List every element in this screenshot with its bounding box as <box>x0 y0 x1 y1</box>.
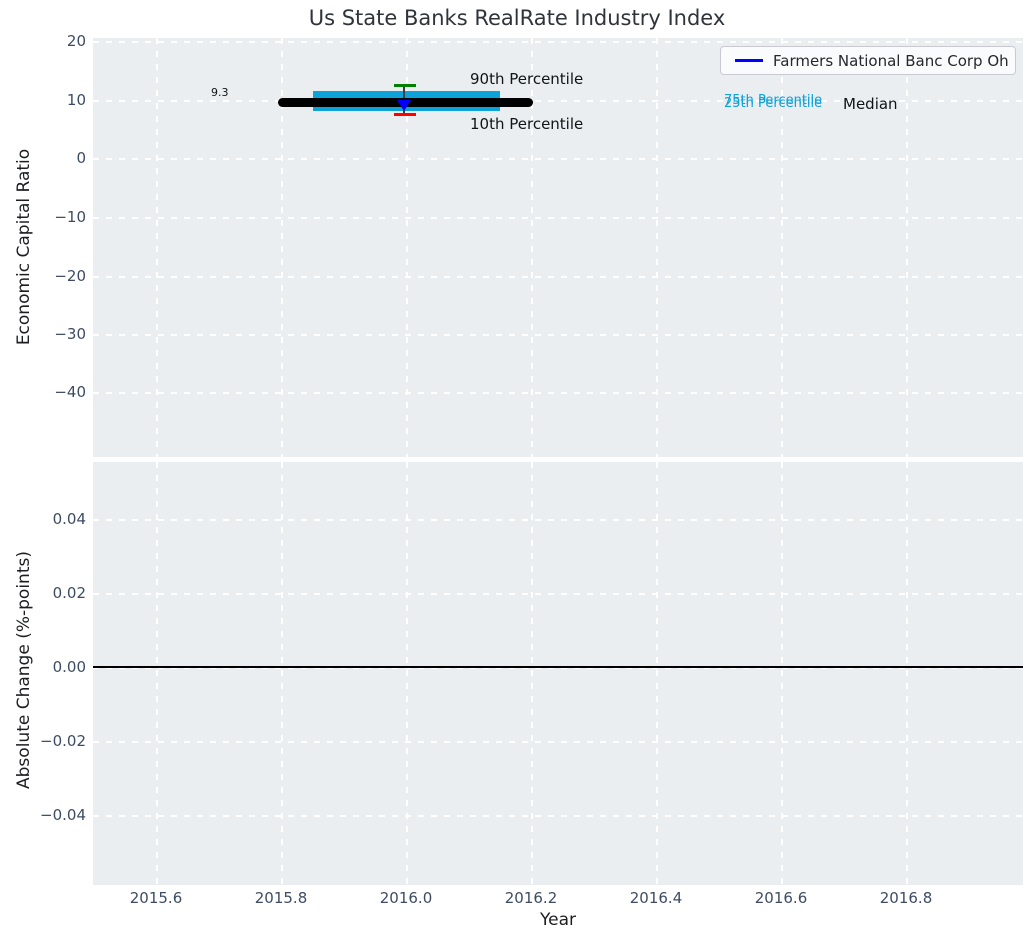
company-triangle-down-marker <box>397 100 411 111</box>
gridline <box>156 38 158 457</box>
xtick-label: 2016.0 <box>379 889 433 907</box>
chart-title: Us State Banks RealRate Industry Index <box>308 6 726 30</box>
gridline <box>93 519 1023 521</box>
p10-cap <box>394 113 416 116</box>
bottom-plot-area <box>93 462 1023 885</box>
ytick-label: −0.02 <box>40 732 86 750</box>
gridline <box>281 462 283 885</box>
gridline <box>281 38 283 457</box>
p10-annotation: 10th Percentile <box>470 115 584 133</box>
gridline <box>531 38 533 457</box>
top-plot-area: 9.3 90th Percentile 10th Percentile 75th… <box>93 38 1023 457</box>
gridline <box>93 100 1023 102</box>
gridline <box>781 38 783 457</box>
gridline <box>93 392 1023 394</box>
gridline <box>93 593 1023 595</box>
xtick-label: 2016.4 <box>629 889 683 907</box>
bottom-yaxis-label: Absolute Change (%-points) <box>14 551 34 789</box>
gridline <box>93 815 1023 817</box>
xtick-label: 2015.8 <box>254 889 308 907</box>
p90-annotation: 90th Percentile <box>470 70 584 88</box>
gridline <box>93 158 1023 160</box>
xtick-label: 2016.8 <box>879 889 933 907</box>
ytick-label: 0.02 <box>52 584 86 602</box>
gridline <box>93 41 1023 43</box>
zero-reference-line <box>93 666 1023 668</box>
legend-label: Farmers National Banc Corp Oh <box>773 51 1009 70</box>
p90-cap <box>394 84 416 87</box>
xtick-label: 2016.6 <box>754 889 808 907</box>
gridline <box>656 38 658 457</box>
gridline <box>406 38 408 457</box>
ytick-label: −10 <box>54 208 86 226</box>
gridline <box>93 334 1023 336</box>
median-value-annotation: 9.3 <box>211 86 229 99</box>
gridline <box>93 276 1023 278</box>
xaxis-label: Year <box>540 910 576 930</box>
ytick-label: −20 <box>54 267 86 285</box>
p75-annotation: 75th Percentile <box>724 93 823 108</box>
ytick-label: 10 <box>66 91 86 109</box>
gridline <box>406 462 408 885</box>
gridline <box>531 462 533 885</box>
ytick-label: 0.00 <box>52 658 86 676</box>
ytick-label: −0.04 <box>40 806 86 824</box>
legend: Farmers National Banc Corp Oh <box>720 46 1016 75</box>
top-yaxis-label: Economic Capital Ratio <box>14 148 34 346</box>
gridline <box>906 462 908 885</box>
ytick-label: 0.04 <box>52 510 86 528</box>
gridline <box>93 217 1023 219</box>
gridline <box>906 38 908 457</box>
p25-annotation: 25th Percentile <box>724 95 823 111</box>
xtick-label: 2015.6 <box>129 889 183 907</box>
ytick-label: −30 <box>54 325 86 343</box>
gridline <box>93 741 1023 743</box>
median-annotation: Median <box>843 95 898 113</box>
gridline <box>156 462 158 885</box>
gridline <box>656 462 658 885</box>
ytick-label: 20 <box>66 32 86 50</box>
ytick-label: 0 <box>76 149 86 167</box>
gridline <box>781 462 783 885</box>
xtick-label: 2016.2 <box>504 889 558 907</box>
legend-line-sample <box>735 59 763 62</box>
ytick-label: −40 <box>54 383 86 401</box>
